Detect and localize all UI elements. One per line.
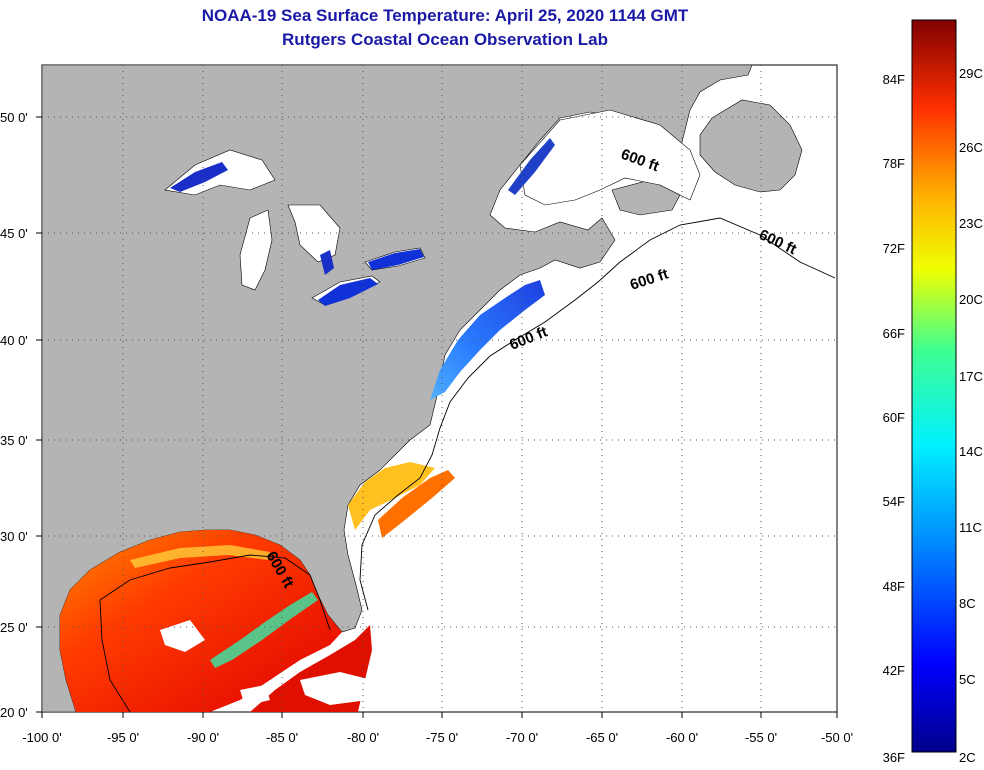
colorbar-f-label: 48F: [883, 579, 905, 594]
x-tick-label: -95 0': [107, 730, 139, 745]
colorbar-c-label: 23C: [959, 216, 983, 231]
colorbar-c-label: 20C: [959, 292, 983, 307]
colorbar-f-label: 36F: [883, 750, 905, 765]
colorbar-f-label: 60F: [883, 410, 905, 425]
colorbar-f-label: 42F: [883, 663, 905, 678]
colorbar-celsius-labels: 29C 26C 23C 20C 17C 14C 11C 8C 5C 2C: [959, 66, 983, 765]
lake-michigan: [239, 209, 273, 291]
colorbar-f-label: 66F: [883, 326, 905, 341]
colorbar: [911, 19, 957, 753]
y-tick-label: 25 0': [0, 620, 28, 635]
y-tick-label: 50 0': [0, 110, 28, 125]
colorbar-f-label: 78F: [883, 156, 905, 171]
land-newfoundland: [699, 99, 803, 193]
sst-data-layer: [60, 138, 555, 712]
colorbar-c-label: 26C: [959, 140, 983, 155]
y-tick-label: 35 0': [0, 433, 28, 448]
colorbar-f-label: 84F: [883, 72, 905, 87]
y-tick-label: 20 0': [0, 705, 28, 720]
y-tick-label: 30 0': [0, 529, 28, 544]
x-tick-label: -80 0': [347, 730, 379, 745]
land-north-america: [42, 65, 753, 712]
x-tick-label: -70 0': [506, 730, 538, 745]
x-tick-label: -55 0': [745, 730, 777, 745]
colorbar-c-label: 2C: [959, 750, 976, 765]
x-tick-label: -90 0': [187, 730, 219, 745]
colorbar-f-label: 72F: [883, 241, 905, 256]
y-tick-label: 40 0': [0, 333, 28, 348]
colorbar-fahrenheit-labels: 84F 78F 72F 66F 60F 54F 48F 42F 36F: [883, 72, 905, 765]
colorbar-f-label: 54F: [883, 494, 905, 509]
x-tick-label: -60 0': [666, 730, 698, 745]
colorbar-c-label: 11C: [959, 520, 982, 535]
y-tick-label: 45 0': [0, 226, 28, 241]
x-tick-label: -100 0': [22, 730, 61, 745]
map-title: NOAA-19 Sea Surface Temperature: April 2…: [201, 6, 689, 25]
graticule: [42, 65, 837, 712]
colorbar-c-label: 17C: [959, 369, 983, 384]
x-tick-label: -85 0': [266, 730, 298, 745]
colorbar-c-label: 5C: [959, 672, 976, 687]
gulf-st-lawrence: [519, 109, 701, 206]
x-tick-label: -65 0': [586, 730, 618, 745]
x-axis: -100 0' -95 0' -90 0' -85 0' -80 0' -75 0' -70…: [22, 712, 853, 745]
x-tick-label: -75 0': [426, 730, 458, 745]
map-subtitle: Rutgers Coastal Ocean Observation Lab: [282, 30, 608, 49]
colorbar-c-label: 8C: [959, 596, 976, 611]
x-tick-label: -50 0': [821, 730, 853, 745]
colorbar-c-label: 14C: [959, 444, 983, 459]
colorbar-c-label: 29C: [959, 66, 983, 81]
y-axis: 50 0' 45 0' 40 0' 35 0' 30 0' 25 0' 20 0': [0, 110, 42, 720]
contour-600ft: [99, 217, 836, 712]
